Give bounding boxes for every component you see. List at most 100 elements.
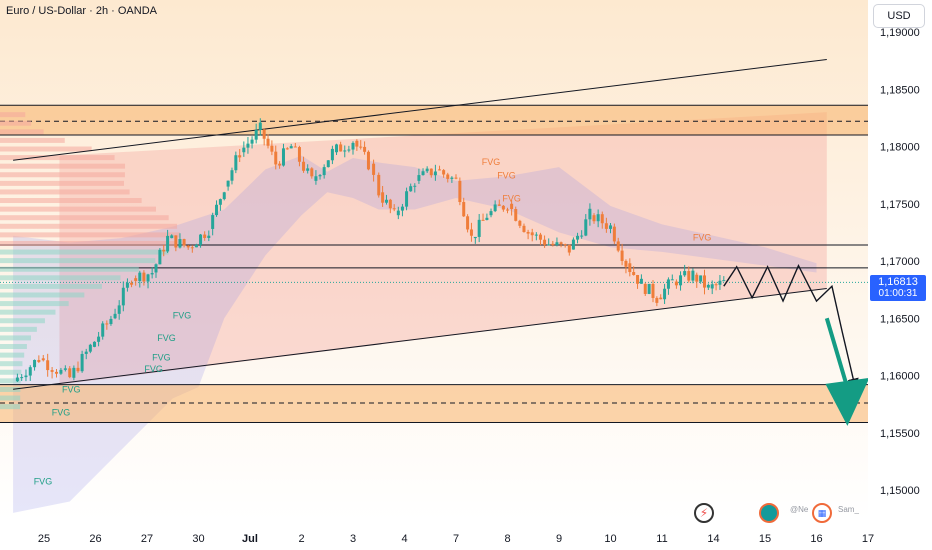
candle-body	[72, 367, 76, 378]
current-price-value: 1,16813	[878, 276, 918, 288]
candle-body	[381, 192, 385, 203]
volume-profile-bar	[0, 155, 115, 161]
volume-profile-bar	[0, 335, 31, 341]
candle-body	[285, 148, 289, 150]
bolt-icon[interactable]: ⚡	[694, 503, 714, 523]
resistance-zone	[0, 105, 868, 136]
fvg-label: FVG	[693, 232, 712, 242]
candle-body	[392, 208, 396, 210]
currency-button[interactable]: USD	[873, 4, 925, 28]
volume-profile-bar	[0, 249, 169, 255]
candle-body	[63, 368, 67, 370]
candle-body	[258, 122, 262, 130]
candle-body	[413, 185, 417, 187]
x-tick-label: 27	[141, 533, 153, 545]
channel-lower-line	[13, 287, 827, 390]
volume-profile-bar	[0, 326, 37, 332]
candle-body	[624, 260, 628, 267]
candle-body	[33, 359, 37, 368]
candle-body	[146, 274, 150, 282]
x-tick-label: 14	[707, 533, 719, 545]
candle-body	[266, 138, 270, 146]
candle-body	[522, 225, 526, 232]
volume-profile-bar	[0, 172, 125, 178]
candle-body	[37, 359, 41, 362]
volume-profile-bar	[0, 120, 32, 126]
candle-body	[596, 214, 600, 222]
volume-profile-bar	[0, 240, 178, 246]
candle-body	[722, 280, 726, 282]
y-tick-label: 1,16000	[880, 371, 920, 383]
candle-body	[659, 297, 663, 300]
candle-body	[718, 280, 722, 285]
candle-body	[450, 177, 454, 179]
volume-profile-bar	[0, 318, 45, 324]
volume-profile-bar	[0, 361, 23, 367]
candle-body	[551, 243, 555, 246]
volume-profile-bar	[0, 283, 102, 289]
candle-body	[211, 215, 215, 229]
x-tick-label: 7	[453, 533, 459, 545]
candle-body	[555, 242, 559, 246]
x-tick-label: Jul	[242, 533, 258, 545]
candle-body	[170, 235, 174, 239]
candle-body	[702, 275, 706, 288]
candle-body	[377, 174, 381, 196]
candle-body	[84, 351, 88, 354]
candle-body	[429, 168, 433, 176]
x-tick-label: 10	[604, 533, 616, 545]
candle-body	[576, 235, 580, 240]
fvg-label: FVG	[144, 364, 163, 374]
candle-body	[655, 297, 659, 303]
candle-body	[691, 270, 695, 281]
candle-body	[88, 344, 92, 352]
candle-body	[41, 358, 45, 361]
candle-body	[355, 140, 359, 147]
fvg-label: FVG	[62, 385, 81, 395]
volume-profile-bar	[0, 206, 157, 212]
fvg-label: FVG	[482, 157, 501, 167]
y-tick-label: 1,17000	[880, 256, 920, 268]
candle-body	[270, 145, 274, 152]
candle-body	[612, 226, 616, 242]
candle-body	[679, 275, 683, 286]
candle-body	[306, 168, 310, 171]
candle-countdown: 01:00:31	[878, 288, 918, 299]
volume-profile-bar	[0, 163, 126, 169]
candle-body	[142, 272, 146, 282]
candle-body	[101, 323, 105, 337]
candle-body	[293, 146, 297, 148]
candle-body	[234, 155, 238, 171]
candle-body	[113, 313, 117, 319]
candle-body	[97, 336, 101, 342]
candle-body	[466, 216, 470, 230]
candle-body	[493, 204, 497, 212]
candle-body	[530, 232, 534, 236]
volume-profile-bar	[0, 301, 69, 307]
globe-icon	[759, 503, 779, 523]
candle-body	[302, 161, 306, 171]
candle-body	[421, 171, 425, 176]
candle-body	[563, 244, 567, 246]
candle-body	[620, 250, 624, 261]
candle-body	[366, 151, 370, 170]
candle-body	[469, 229, 473, 236]
candle-body	[182, 239, 186, 246]
candle-body	[405, 191, 409, 207]
volume-profile-bar	[0, 378, 21, 384]
candle-body	[59, 369, 63, 374]
candle-body	[442, 170, 446, 175]
candle-body	[514, 209, 518, 221]
candle-body	[134, 278, 138, 281]
x-tick-label: 2	[298, 533, 304, 545]
candle-body	[538, 234, 542, 240]
fvg-label: FVG	[497, 171, 516, 181]
x-tick-label: 9	[556, 533, 562, 545]
candle-body	[190, 247, 194, 249]
y-tick-label: 1,18000	[880, 142, 920, 154]
candle-body	[710, 284, 714, 289]
candle-body	[343, 150, 347, 152]
candle-body	[105, 323, 109, 325]
